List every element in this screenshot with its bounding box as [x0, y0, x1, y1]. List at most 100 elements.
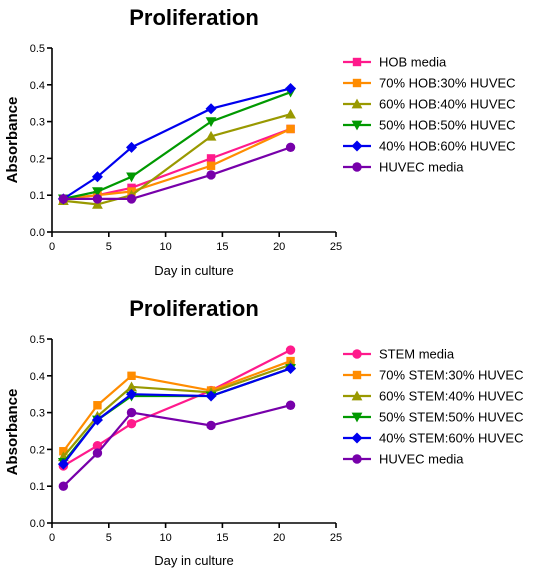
data-point: [206, 170, 216, 180]
legend-label: 60% HOB:40% HUVEC: [379, 97, 516, 112]
data-point: [127, 371, 136, 380]
data-point: [57, 458, 69, 470]
y-tick-label: 0.0: [30, 227, 45, 239]
legend-entry: STEM media: [343, 347, 455, 362]
legend-marker: [352, 162, 362, 172]
legend-label: 60% STEM:40% HUVEC: [379, 389, 524, 404]
legend-entry: 40% STEM:60% HUVEC: [343, 431, 524, 446]
data-point: [205, 130, 217, 141]
x-axis-label: Day in culture: [154, 553, 233, 568]
legend-label: 50% STEM:50% HUVEC: [379, 410, 524, 425]
x-tick-label: 15: [216, 532, 228, 544]
data-point: [205, 117, 217, 127]
data-point: [58, 481, 69, 491]
legend-marker: [352, 57, 362, 67]
y-tick-label: 0.5: [30, 43, 45, 55]
data-point: [285, 82, 297, 94]
y-tick-label: 0.1: [30, 190, 45, 202]
chart-top: Proliferation Absorbance Day in culture …: [4, 5, 516, 278]
legend-label: 40% STEM:60% HUVEC: [379, 431, 524, 446]
data-point: [285, 362, 297, 374]
y-tick-label: 0.5: [30, 334, 45, 346]
legend-marker: [351, 412, 363, 423]
data-point: [126, 407, 137, 418]
y-tick-label: 0.1: [30, 481, 45, 493]
y-axis-label: Absorbance: [4, 389, 21, 476]
legend-entry: 50% STEM:50% HUVEC: [343, 410, 524, 425]
data-point: [126, 418, 137, 429]
legend-entry: HOB media: [343, 55, 447, 70]
legend-entry: 60% STEM:40% HUVEC: [343, 389, 524, 404]
x-tick-label: 10: [159, 241, 171, 253]
y-axis-label: Absorbance: [4, 97, 21, 184]
legend-marker: [352, 78, 362, 88]
legend-entry: 60% HOB:40% HUVEC: [343, 97, 516, 112]
x-tick-label: 20: [273, 241, 285, 253]
legend-marker: [351, 140, 363, 152]
y-tick-label: 0.2: [30, 153, 45, 165]
data-point: [285, 400, 296, 410]
data-point: [285, 345, 296, 355]
data-point: [126, 141, 138, 153]
legend-entry: 50% HOB:50% HUVEC: [343, 118, 516, 133]
x-tick-label: 5: [106, 532, 112, 544]
data-point: [205, 103, 217, 115]
data-point: [91, 414, 103, 426]
x-tick-label: 0: [49, 532, 55, 544]
data-point: [58, 194, 69, 204]
data-point: [59, 447, 68, 456]
y-tick-label: 0.4: [30, 80, 45, 92]
data-point: [285, 108, 296, 119]
legend-marker: [352, 454, 362, 464]
legend-marker: [351, 98, 363, 109]
data-point: [92, 448, 103, 458]
legend-label: HOB media: [379, 55, 447, 70]
data-point: [92, 441, 103, 451]
data-point: [126, 194, 137, 204]
legend-entry: HUVEC media: [343, 452, 464, 467]
x-tick-label: 25: [330, 532, 342, 544]
legend-label: STEM media: [379, 347, 455, 362]
legend-marker: [351, 432, 363, 444]
y-tick-label: 0.4: [30, 371, 45, 383]
data-point: [126, 381, 137, 392]
chart-bottom: Proliferation Absorbance Day in culture …: [4, 296, 524, 568]
legend-label: 50% HOB:50% HUVEC: [379, 118, 516, 133]
legend-label: HUVEC media: [379, 452, 464, 467]
legend-entry: 70% STEM:30% HUVEC: [343, 368, 524, 383]
data-point: [92, 187, 103, 197]
y-tick-label: 0.0: [30, 518, 45, 530]
legend-marker: [351, 390, 363, 401]
x-tick-label: 20: [273, 532, 285, 544]
legend-label: 70% STEM:30% HUVEC: [379, 368, 524, 383]
y-tick-label: 0.2: [30, 444, 45, 456]
data-point: [206, 154, 216, 163]
y-tick-label: 0.3: [30, 408, 45, 420]
chart-title: Proliferation: [129, 5, 259, 30]
x-tick-label: 25: [330, 241, 342, 253]
data-point: [285, 142, 296, 153]
data-point: [91, 171, 103, 183]
data-point: [206, 420, 216, 431]
legend-marker: [352, 370, 362, 380]
y-tick-label: 0.3: [30, 117, 45, 129]
data-point: [126, 172, 137, 183]
data-point: [92, 199, 103, 209]
data-point: [92, 194, 103, 204]
x-tick-label: 5: [106, 241, 112, 253]
chart-title: Proliferation: [129, 296, 259, 321]
x-tick-label: 10: [159, 532, 171, 544]
legend-label: 40% HOB:60% HUVEC: [379, 139, 516, 154]
legend-entry: 70% HOB:30% HUVEC: [343, 76, 516, 91]
x-tick-label: 15: [216, 241, 228, 253]
data-point: [126, 388, 138, 400]
legend-marker: [352, 349, 362, 359]
legend-marker: [351, 120, 363, 131]
legend-entry: 40% HOB:60% HUVEC: [343, 139, 516, 154]
legend-label: 70% HOB:30% HUVEC: [379, 76, 516, 91]
data-point: [286, 124, 295, 134]
data-point: [205, 390, 217, 402]
x-tick-label: 0: [49, 241, 55, 253]
data-point: [93, 401, 102, 410]
